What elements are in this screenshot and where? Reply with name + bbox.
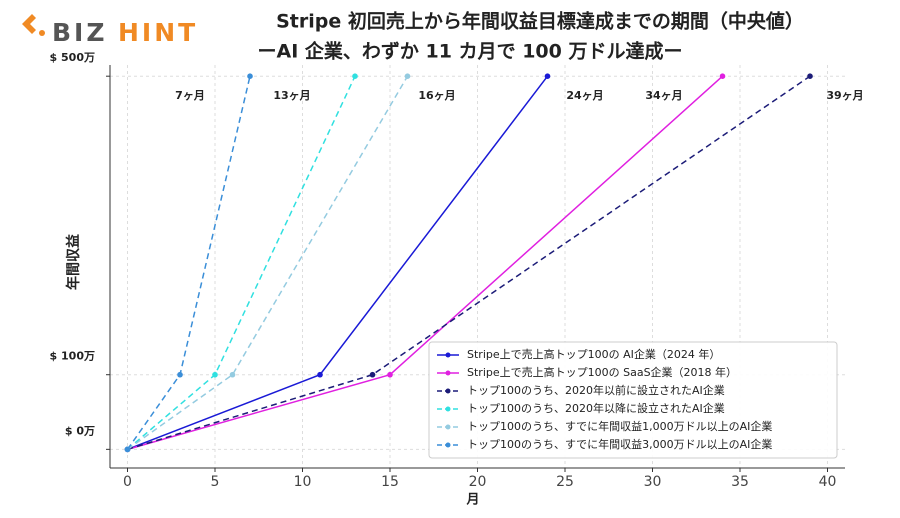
x-tick-label: 0 xyxy=(123,474,132,490)
chart-subtitle: ーAI 企業、わずか 11 カ月で 100 万ドル達成ー xyxy=(258,40,683,63)
legend-marker xyxy=(445,352,451,358)
legend-label: トップ100のうち、すでに年間収益3,000万ドル以上のAI企業 xyxy=(467,437,772,451)
y-tick-label: $ 500万 xyxy=(50,51,95,64)
y-axis-label: 年間収益 xyxy=(65,234,82,290)
data-point xyxy=(369,371,376,378)
data-point xyxy=(544,73,551,79)
logo-icon xyxy=(22,14,36,34)
legend-marker xyxy=(445,442,451,448)
x-tick-label: 25 xyxy=(556,474,574,490)
logo-dot xyxy=(39,30,45,36)
x-axis-label: 月 xyxy=(465,493,479,508)
legend-marker xyxy=(445,406,451,412)
annotation: 24ヶ月 xyxy=(566,89,603,102)
annotation: 39ヶ月 xyxy=(826,89,863,102)
x-tick-label: 40 xyxy=(819,474,837,490)
legend-label: トップ100のうち、2020年以降に設立されたAI企業 xyxy=(467,401,725,415)
annotation: 13ヶ月 xyxy=(273,89,310,102)
annotation: 34ヶ月 xyxy=(645,89,682,102)
data-point xyxy=(807,73,813,79)
x-tick-label: 10 xyxy=(294,474,312,490)
data-point xyxy=(212,371,218,378)
legend-label: トップ100のうち、2020年以前に設立されたAI企業 xyxy=(467,383,725,397)
x-tick-label: 15 xyxy=(381,474,399,490)
data-point xyxy=(387,371,393,378)
data-point xyxy=(719,73,726,79)
legend-label: トップ100のうち、すでに年間収益1,000万ドル以上のAI企業 xyxy=(467,419,772,433)
x-tick-label: 35 xyxy=(731,474,749,490)
annotation: 16ヶ月 xyxy=(418,89,455,102)
data-point xyxy=(177,371,183,378)
legend-marker xyxy=(445,388,451,394)
annotation: 7ヶ月 xyxy=(175,89,205,102)
legend-box xyxy=(428,341,838,459)
y-tick-label: $ 100万 xyxy=(50,350,95,363)
data-point xyxy=(352,73,358,79)
chart-title: Stripe 初回売上から年間収益目標達成までの期間（中央値） xyxy=(276,10,804,33)
data-point xyxy=(124,446,131,453)
series-line xyxy=(126,76,251,450)
x-tick-label: 20 xyxy=(469,474,487,490)
legend-label: Stripe上で売上高トップ100の SaaS企業（2018 年） xyxy=(467,365,737,379)
series-line xyxy=(127,75,356,450)
legend-marker xyxy=(445,370,451,376)
data-point xyxy=(317,371,323,378)
legend: Stripe上で売上高トップ100の AI企業（2024 年） Stripe上で売… xyxy=(428,341,838,459)
logo-background xyxy=(0,0,205,48)
logo-text: BIZ xyxy=(52,18,107,47)
series-line xyxy=(127,75,811,451)
x-tick-label: 5 xyxy=(211,474,220,490)
data-point xyxy=(229,371,236,378)
data-point xyxy=(247,73,253,79)
x-tick-label: 30 xyxy=(644,474,662,490)
legend-label: Stripe上で売上高トップ100の AI企業（2024 年） xyxy=(467,347,720,361)
logo: BIZ HINT xyxy=(0,0,205,48)
series-line xyxy=(127,75,409,450)
y-tick-label: $ 0万 xyxy=(65,424,95,437)
data-point xyxy=(404,73,411,79)
legend-marker xyxy=(445,424,451,430)
logo-text: HINT xyxy=(118,18,198,47)
